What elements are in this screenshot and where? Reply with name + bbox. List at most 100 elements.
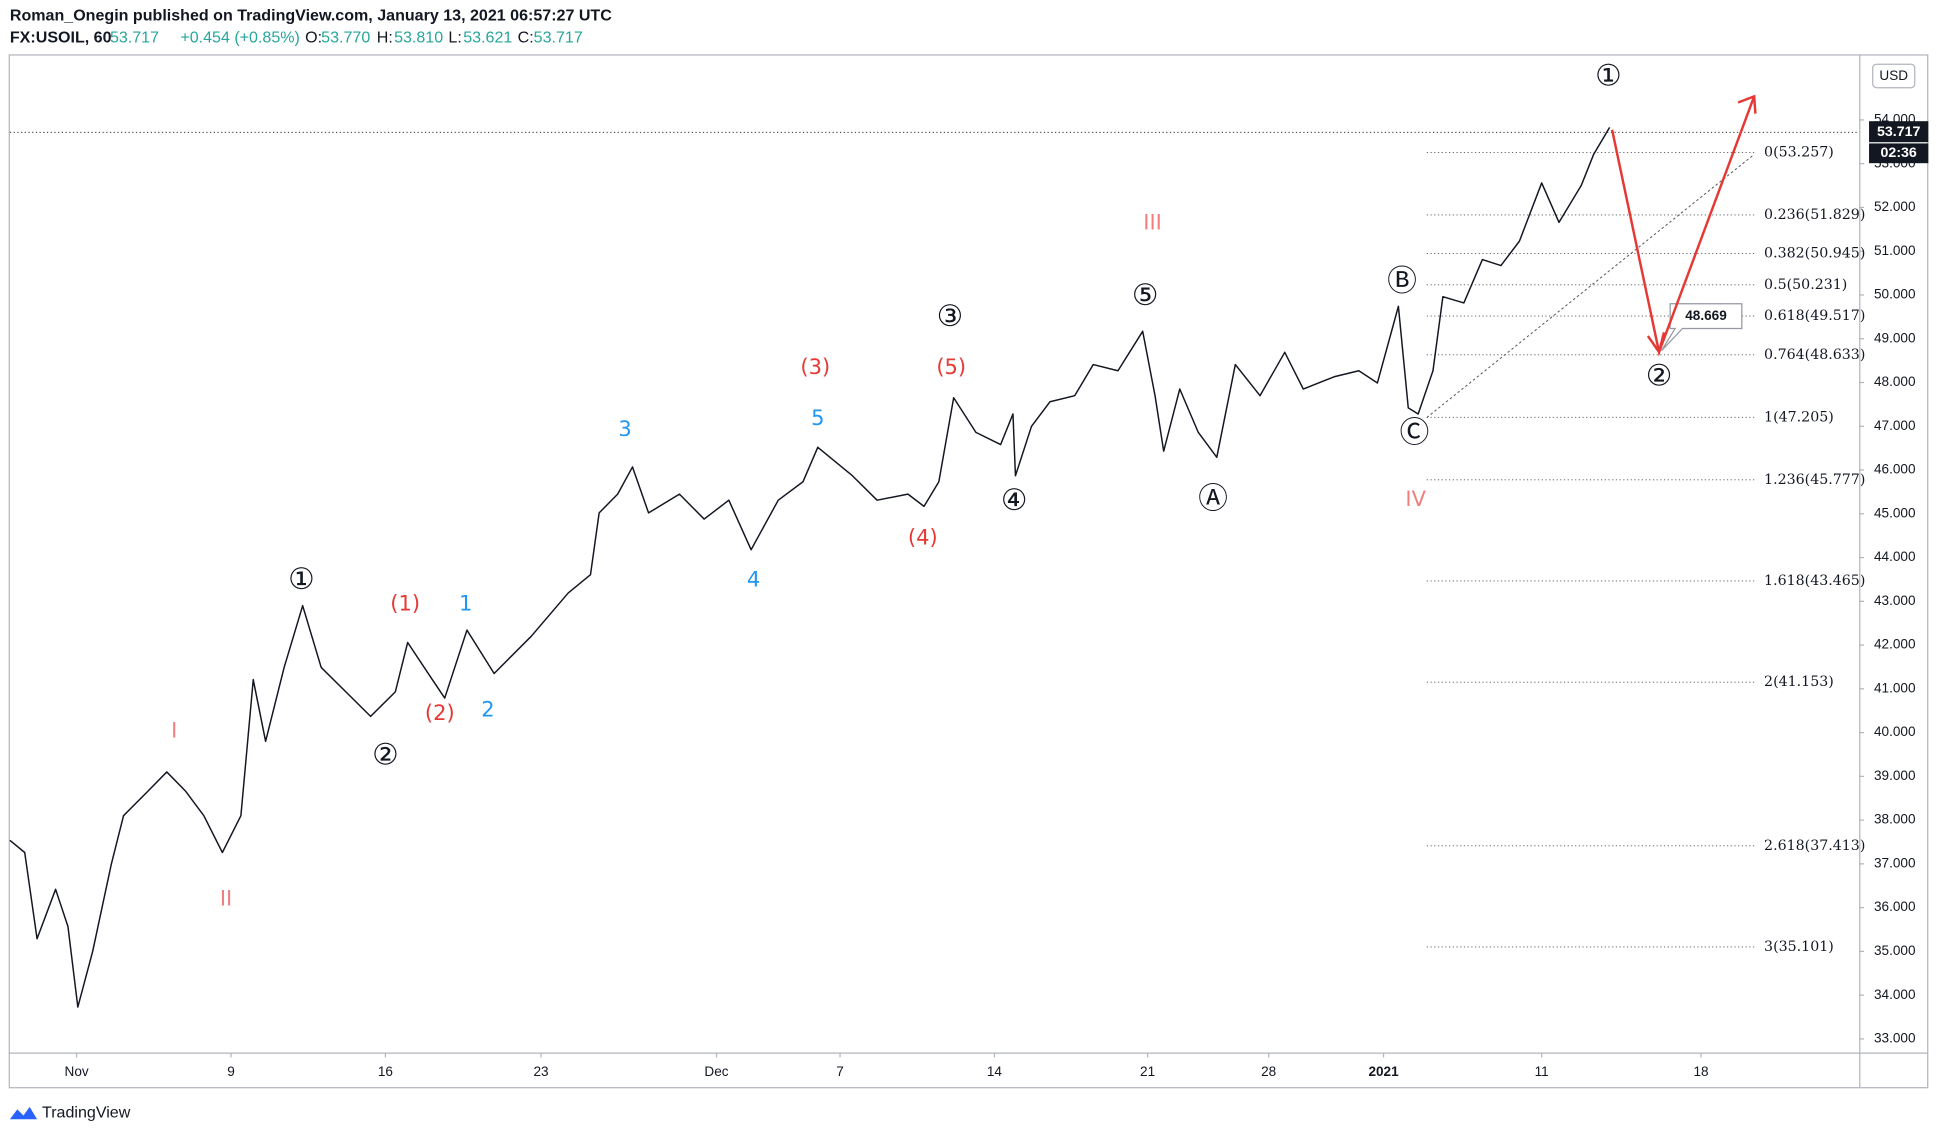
currency-button[interactable] [1872,63,1916,89]
wave-label: (4) [908,526,938,550]
arrow-head [1737,94,1757,114]
wave-label: ③ [937,298,964,333]
brand: TradingView [42,1103,131,1121]
x-tick-label: 9 [227,1064,235,1079]
y-tick-label: 37.000 [1874,855,1916,870]
x-tick-label: 28 [1261,1064,1276,1079]
wave-label: (3) [800,355,830,379]
wave-label: 3 [618,417,631,441]
fib-label: 0.236(51.829) [1764,207,1865,223]
x-tick-label: 16 [378,1064,393,1079]
y-tick-label: 45.000 [1874,505,1916,520]
y-tick-label: 38.000 [1874,812,1916,827]
y-tick-label: 50.000 [1874,287,1916,302]
last-price-badge [1869,121,1929,143]
symbol: FX:USOIL, 60 [10,29,112,47]
wave-label: ⑤ [1132,277,1159,312]
fib-label: 0(53.257) [1764,144,1834,160]
wave-label: Ⓒ [1400,414,1430,449]
x-tick-label: Dec [704,1064,728,1079]
y-tick-label: 39.000 [1874,768,1916,783]
y-tick-label: 33.000 [1874,1031,1916,1046]
y-tick-label: 52.000 [1874,199,1916,214]
fib-label: 1.236(45.777) [1764,472,1865,488]
wave-label: I [171,718,177,742]
plot: 33.000 34.000 35.000 36.000 37.000 38.000 39.0… [9,58,1929,1079]
o: 53.770 [321,29,370,47]
wave-label: Ⓐ [1198,480,1228,515]
wave-label: IV [1405,487,1426,511]
wave-label: 2 [481,697,494,721]
wave-label: ① [1595,58,1622,93]
y-tick-label: 41.000 [1874,680,1916,695]
logo [9,1106,38,1120]
wave-label: (5) [936,355,966,379]
y-tick-label: 48.000 [1874,374,1916,389]
wave-label: 1 [459,591,472,615]
y-tick-label: 40.000 [1874,724,1916,739]
x-tick-label: 14 [987,1064,1003,1079]
countdown-badge [1869,143,1929,164]
wave-label: II [220,886,232,910]
fib-label: 2(41.153) [1764,674,1834,690]
callout-label: 48.669 [1685,308,1727,323]
wave-label: Ⓑ [1387,262,1417,297]
publisher: Roman_Onegin published on TradingView.co… [10,6,612,24]
c: 53.717 [534,29,583,47]
wave-label: (1) [390,591,420,615]
fib-label: 1.618(43.465) [1764,573,1865,589]
c-label: C: [518,29,534,47]
h: 53.810 [394,29,443,47]
y-tick-label: 35.000 [1874,943,1916,958]
fib-label: 0.618(49.517) [1764,308,1865,324]
y-tick-label: 34.000 [1874,987,1916,1002]
fib-label: 0.764(48.633) [1764,347,1865,363]
wave-label: ④ [1001,482,1028,517]
x-tick-label: 7 [836,1064,844,1079]
h-label: H: [377,29,393,47]
x-tick-label: 11 [1535,1064,1549,1079]
price-line [9,126,1611,1008]
wave-label: ② [1646,357,1673,392]
fib-label: 0.5(50.231) [1764,277,1847,293]
x-tick-label: 18 [1693,1064,1708,1079]
l: 53.621 [463,29,512,47]
ohlc-line: FX:USOIL, 60 53.717 +0.454 (+0.85%) O: 5… [10,29,583,47]
x-tick-label: Nov [65,1064,89,1079]
wave-label: ① [288,561,315,596]
o-label: O: [305,29,322,47]
last-price-label: 53.717 [1877,124,1921,140]
trend-line [1426,154,1755,418]
y-tick-label: 36.000 [1874,899,1916,914]
fib-label: 3(35.101) [1764,939,1834,955]
y-tick-label: 49.000 [1874,330,1916,345]
countdown: 02:36 [1881,145,1917,161]
change: +0.454 (+0.85%) [180,29,300,47]
last: 53.717 [110,29,159,47]
arrow-head [1646,332,1666,356]
y-tick-label: 44.000 [1874,549,1916,564]
x-tick-label: 2021 [1368,1064,1399,1079]
projection-arrows [1610,94,1757,357]
y-tick-label: 42.000 [1874,637,1916,652]
currency: USD [1879,68,1908,83]
wave-label: 4 [747,568,760,592]
wave-label: ② [372,737,399,772]
y-tick-label: 47.000 [1874,418,1916,433]
wave-label: III [1143,211,1162,235]
y-tick-label: 46.000 [1874,462,1916,477]
footer: TradingView [9,1103,131,1121]
fib-label: 2.618(37.413) [1764,838,1865,854]
callout-box [1660,303,1743,352]
frame [8,54,1929,1089]
x-tick-label: 23 [534,1064,549,1079]
fib-label: 1(47.205) [1764,409,1834,425]
fib-label: 0.382(50.945) [1764,246,1865,262]
wave-label: 5 [811,406,824,430]
l-label: L: [448,29,461,47]
y-tick-label: 43.000 [1874,593,1916,608]
x-tick-label: 21 [1140,1064,1155,1079]
y-tick-label: 51.000 [1874,243,1916,258]
